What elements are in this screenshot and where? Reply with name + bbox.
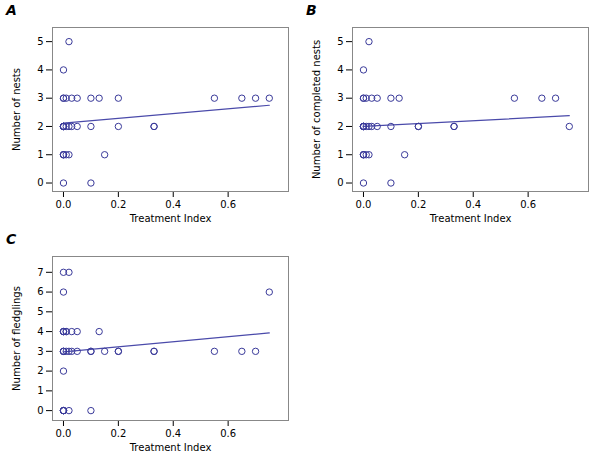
svg-text:0.6: 0.6 xyxy=(520,199,536,210)
svg-text:2: 2 xyxy=(37,121,43,132)
html-text:A: A xyxy=(6,2,17,18)
svg-text:3: 3 xyxy=(337,92,343,103)
html-text:B: B xyxy=(306,2,317,18)
svg-text:5: 5 xyxy=(37,36,43,47)
svg-text:0.2: 0.2 xyxy=(110,428,126,439)
svg-text:Treatment Index: Treatment Index xyxy=(129,213,212,224)
svg-text:0.0: 0.0 xyxy=(356,199,372,210)
svg-text:0: 0 xyxy=(37,405,43,416)
svg-text:0.2: 0.2 xyxy=(110,199,126,210)
svg-text:6: 6 xyxy=(37,286,43,297)
svg-text:1: 1 xyxy=(37,385,43,396)
svg-text:2: 2 xyxy=(337,121,343,132)
svg-text:0.4: 0.4 xyxy=(165,199,181,210)
svg-text:0.2: 0.2 xyxy=(410,199,426,210)
svg-text:Number of completed nests: Number of completed nests xyxy=(311,40,322,179)
html-text:C: C xyxy=(6,231,17,247)
svg-text:7: 7 xyxy=(37,267,43,278)
svg-text:0.6: 0.6 xyxy=(220,428,236,439)
svg-text:4: 4 xyxy=(37,64,43,75)
svg-text:4: 4 xyxy=(37,326,43,337)
svg-text:Treatment Index: Treatment Index xyxy=(429,213,512,224)
svg-text:0.0: 0.0 xyxy=(56,199,72,210)
svg-text:0.0: 0.0 xyxy=(56,428,72,439)
svg-text:2: 2 xyxy=(37,365,43,376)
svg-text:5: 5 xyxy=(37,306,43,317)
svg-text:1: 1 xyxy=(37,149,43,160)
svg-text:3: 3 xyxy=(37,92,43,103)
svg-text:0.6: 0.6 xyxy=(220,199,236,210)
svg-text:0.4: 0.4 xyxy=(465,199,481,210)
svg-text:0: 0 xyxy=(37,177,43,188)
svg-text:3: 3 xyxy=(37,346,43,357)
svg-text:Number of fledglings: Number of fledglings xyxy=(11,286,22,391)
svg-text:0: 0 xyxy=(337,177,343,188)
svg-text:Number of nests: Number of nests xyxy=(11,68,22,151)
svg-text:0.4: 0.4 xyxy=(165,428,181,439)
svg-text:Treatment Index: Treatment Index xyxy=(129,442,212,453)
svg-text:4: 4 xyxy=(337,64,343,75)
svg-text:5: 5 xyxy=(337,36,343,47)
svg-text:1: 1 xyxy=(337,149,343,160)
